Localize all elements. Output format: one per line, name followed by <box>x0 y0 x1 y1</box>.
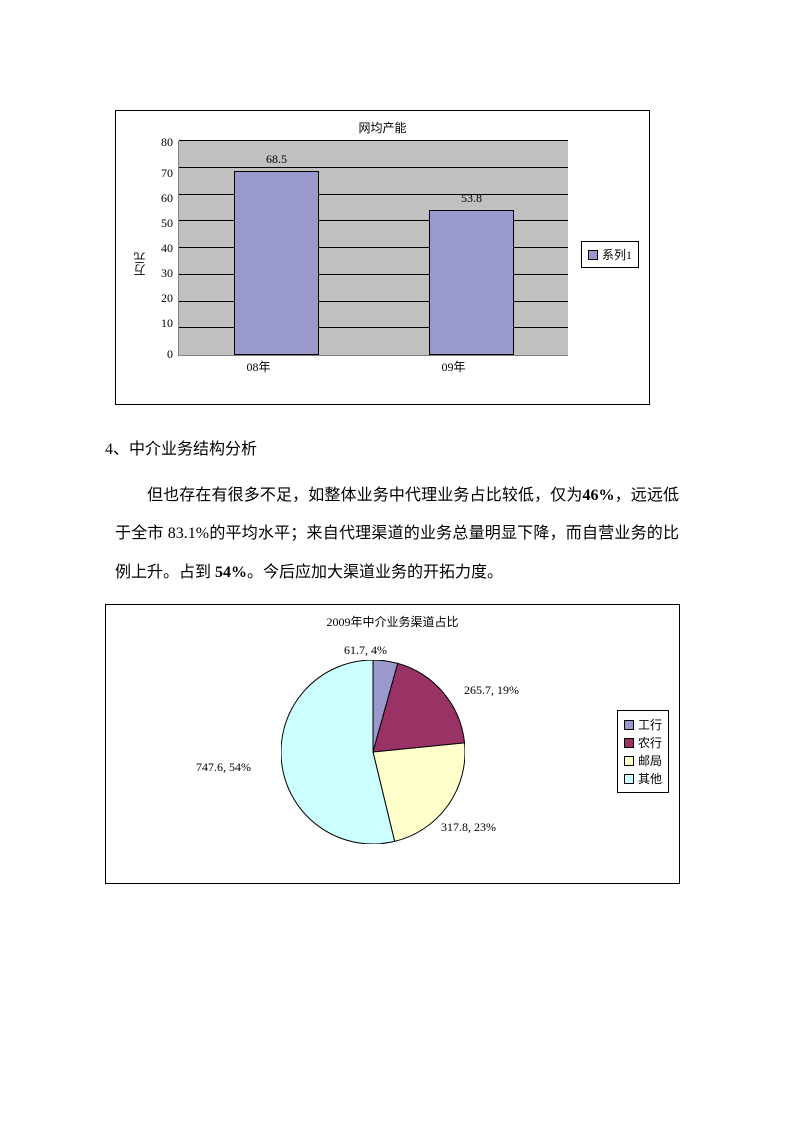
pie-chart-container: 2009年中介业务渠道占比 61.7, 4% 265.7, 19% 317.8,… <box>105 604 680 884</box>
pie-legend-row: 工行 <box>624 716 662 733</box>
y-tick: 20 <box>153 291 173 306</box>
pie-legend-row: 邮局 <box>624 752 662 769</box>
y-tick: 0 <box>153 347 173 362</box>
y-tick: 10 <box>153 316 173 331</box>
pie-svg <box>281 660 465 844</box>
bar-chart-container: 网均产能 万元 0 10 20 30 40 50 60 70 80 68.5 53… <box>115 110 650 405</box>
bar-legend: 系列1 <box>581 241 639 268</box>
gridline <box>179 140 568 141</box>
bar-value-label: 53.8 <box>461 191 482 206</box>
para-bold: 54% <box>215 564 247 581</box>
bar-value-label: 68.5 <box>266 152 287 167</box>
para-text: 。今后应加大渠道业务的开拓力度。 <box>247 564 503 581</box>
legend-label: 系列1 <box>602 246 632 263</box>
y-tick: 60 <box>153 191 173 206</box>
para-bold: 46% <box>582 487 614 504</box>
bar <box>234 171 319 355</box>
y-axis-ticks: 0 10 20 30 40 50 60 70 80 <box>153 141 173 356</box>
bar-chart-title: 网均产能 <box>116 119 649 136</box>
y-tick: 50 <box>153 216 173 231</box>
pie-legend: 工行农行邮局其他 <box>617 710 669 793</box>
legend-swatch <box>624 774 634 784</box>
legend-text: 农行 <box>638 734 662 751</box>
y-tick: 80 <box>153 135 173 150</box>
body-paragraph: 但也存在有很多不足，如整体业务中代理业务占比较低，仅为46%，远远低于全市 83… <box>115 477 679 592</box>
y-axis-label: 万元 <box>131 252 148 276</box>
x-tick: 09年 <box>441 358 465 375</box>
y-tick: 40 <box>153 241 173 256</box>
y-tick: 30 <box>153 266 173 281</box>
legend-swatch <box>624 756 634 766</box>
gridline <box>179 167 568 168</box>
para-text: 但也存在有很多不足，如整体业务中代理业务占比较低，仅为 <box>147 487 582 504</box>
pie-chart-title: 2009年中介业务渠道占比 <box>106 613 679 630</box>
legend-text: 其他 <box>638 770 662 787</box>
legend-swatch <box>588 250 598 260</box>
pie-slice-label: 265.7, 19% <box>464 683 519 698</box>
pie-legend-row: 农行 <box>624 734 662 751</box>
legend-text: 工行 <box>638 716 662 733</box>
y-tick: 70 <box>153 166 173 181</box>
legend-swatch <box>624 720 634 730</box>
bar-plot-area: 68.5 53.8 <box>178 141 568 356</box>
bar-chart-body: 万元 0 10 20 30 40 50 60 70 80 68.5 53.8 <box>131 141 576 386</box>
pie-slice-label: 61.7, 4% <box>344 643 387 658</box>
pie-slice-label: 747.6, 54% <box>196 760 251 775</box>
bar <box>429 210 514 355</box>
pie-legend-row: 其他 <box>624 770 662 787</box>
pie-svg-wrap <box>281 660 465 849</box>
x-tick: 08年 <box>246 358 270 375</box>
pie-slice-label: 317.8, 23% <box>441 820 496 835</box>
legend-swatch <box>624 738 634 748</box>
legend-text: 邮局 <box>638 752 662 769</box>
section-heading: 4、中介业务结构分析 <box>105 435 679 459</box>
